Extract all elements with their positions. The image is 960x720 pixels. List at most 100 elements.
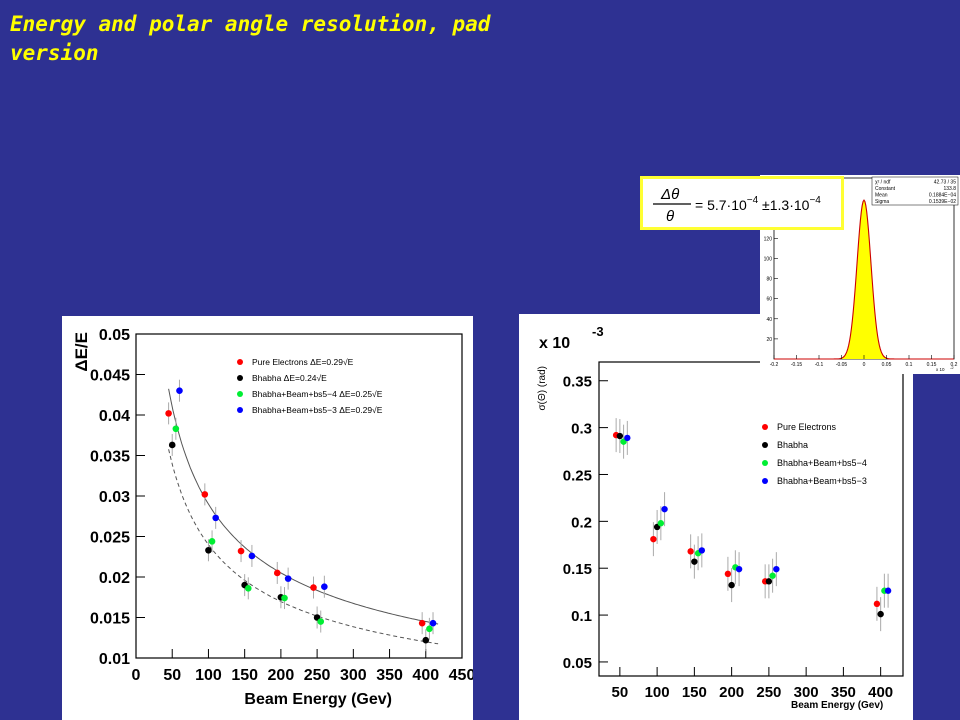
fit-curve-dashed — [168, 449, 439, 645]
data-point — [698, 547, 706, 554]
slide-title-line1: Energy and polar angle resolution, pad — [10, 12, 491, 36]
y-tick-label: 0.35 — [563, 374, 592, 391]
legend-label: Pure Electrons ΔE=0.29√E — [252, 357, 354, 367]
y-tick-label: 0.035 — [90, 449, 130, 466]
data-point — [321, 583, 328, 591]
y-tick-label: 40 — [766, 317, 772, 323]
data-point — [691, 558, 698, 565]
x-tick-label: 0.15 — [927, 362, 937, 368]
x-tick-label: 50 — [612, 684, 629, 701]
x-tick-label: 350 — [376, 667, 403, 684]
x-tick-label: 400 — [412, 667, 439, 684]
angle-histogram-svg: -0.2 -0.15 -0.1 -0.05 0 0.05 0.1 0.15 0.2 20 40 60 8… — [764, 176, 959, 372]
y-tick-label: 0.15 — [563, 561, 592, 578]
data-point — [884, 587, 892, 594]
legend-marker — [762, 478, 768, 484]
energy-resolution-chart: 0 50 100 150 200 250 300 350 400 450 0.01 0.015 0.02… — [62, 316, 473, 720]
formula-exp2: −4 — [809, 195, 821, 206]
legend-label: Bhabha ΔE=0.24√E — [252, 373, 327, 383]
legend-label: Bhabha+Beam+bs5−4 ΔE=0.25√E — [252, 389, 383, 399]
y-multiplier-exp: -3 — [592, 324, 604, 339]
formula-svg: Δθ θ = 5.7·10−4 ±1.3·10−4 — [653, 186, 821, 225]
legend-marker — [237, 391, 243, 397]
x-tick-label: 350 — [831, 684, 856, 701]
formula-rhs-lead: = 5.7·10 — [695, 197, 747, 213]
x-tick-label: 300 — [340, 667, 367, 684]
data-point — [284, 575, 292, 582]
data-point — [769, 572, 776, 579]
x-tick-label: 250 — [304, 667, 331, 684]
data-point — [650, 535, 657, 543]
y-tick-label: 80 — [766, 277, 772, 283]
stats-value: 0.1884E−04 — [929, 193, 956, 199]
x-tick-label: 450 — [449, 667, 473, 684]
data-point — [657, 520, 665, 527]
stats-label: χ² / ndf — [875, 180, 891, 186]
data-point — [208, 538, 216, 545]
stats-value: 0.1539E−02 — [929, 199, 956, 205]
x-tick-label: 0.1 — [906, 362, 913, 368]
y-axis-label: σ(Θ) (rad) — [537, 366, 548, 411]
gauss-fit-line — [774, 199, 954, 360]
data-point — [765, 578, 773, 585]
plot-frame — [598, 361, 904, 677]
x-axis-label: Beam Energy (Gev) — [791, 700, 883, 711]
data-point — [661, 505, 668, 513]
data-point — [724, 570, 732, 578]
x-tick-label: -0.1 — [815, 362, 824, 368]
legend-label: Bhabha — [777, 440, 808, 450]
data-point — [244, 585, 252, 592]
angle-resolution-svg: 50 100 150 200 250 300 350 4000.050.10.150.20.2… — [537, 324, 904, 711]
x-tick-label: -0.2 — [770, 362, 779, 368]
x-multiplier: x 10 — [936, 367, 945, 372]
x-multiplier-exp: -2 — [950, 365, 954, 370]
x-tick-label: 0 — [132, 667, 141, 684]
data-point — [237, 547, 245, 555]
data-point — [248, 552, 256, 560]
x-tick-label: 150 — [231, 667, 258, 684]
energy-resolution-svg: 0 50 100 150 200 250 300 350 400 450 0.01 0.015 0.02… — [72, 327, 473, 708]
x-tick-label: 400 — [868, 684, 893, 701]
y-tick-label: 0.3 — [571, 421, 592, 438]
data-point — [165, 410, 172, 417]
x-tick-label: 300 — [794, 684, 819, 701]
data-point — [176, 387, 183, 394]
data-point — [281, 594, 288, 602]
x-tick-label: 50 — [163, 667, 181, 684]
x-tick-label: 0 — [863, 362, 866, 368]
data-point — [317, 618, 325, 625]
x-tick-label: 100 — [195, 667, 222, 684]
x-tick-label: 0.2 — [951, 362, 958, 368]
stats-value: 133.8 — [943, 186, 956, 192]
x-tick-label: 150 — [682, 684, 707, 701]
slide-title: Energy and polar angle resolution, pad v… — [10, 10, 530, 68]
legend-label: Bhabha+Beam+bs5−3 — [777, 476, 867, 486]
formula-numerator: Δθ — [660, 186, 679, 203]
y-tick-label: 0.03 — [99, 489, 130, 506]
data-point — [168, 441, 176, 449]
data-point — [735, 565, 743, 573]
y-tick-label: 0.05 — [99, 327, 130, 344]
stats-value: 42.73 / 35 — [934, 180, 956, 186]
y-tick-label: 0.25 — [563, 467, 592, 484]
data-point — [687, 548, 694, 555]
legend-marker — [762, 460, 768, 466]
y-tick-label: 0.025 — [90, 530, 130, 547]
data-point — [310, 584, 317, 591]
x-tick-label: -0.05 — [836, 362, 848, 368]
data-point — [616, 432, 624, 440]
data-point — [429, 619, 437, 627]
formula-exp1: −4 — [747, 195, 759, 206]
y-tick-label: 0.01 — [99, 651, 130, 668]
y-tick-label: 0.1 — [571, 608, 592, 625]
data-point — [205, 546, 212, 554]
x-tick-label: 100 — [645, 684, 670, 701]
data-point — [422, 636, 430, 644]
legend-marker — [762, 424, 768, 430]
legend-marker — [237, 375, 243, 381]
resolution-formula: Δθ θ = 5.7·10−4 ±1.3·10−4 — [640, 176, 844, 230]
data-point — [877, 610, 884, 618]
y-tick-label: 0.04 — [99, 408, 130, 425]
data-point — [773, 565, 780, 573]
data-point — [624, 434, 631, 442]
